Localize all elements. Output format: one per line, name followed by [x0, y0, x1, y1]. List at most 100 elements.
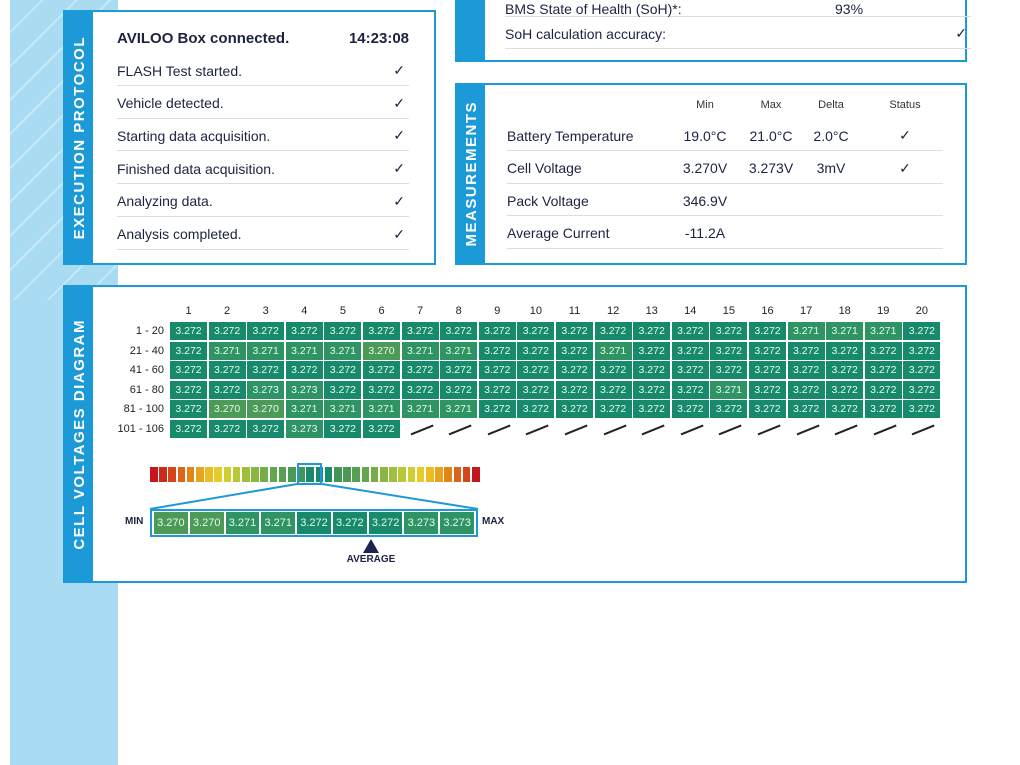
cell-voltage: 3.272	[556, 341, 593, 360]
column-number: 15	[722, 305, 736, 317]
cell-voltage: 3.272	[787, 341, 825, 360]
column-header: Delta	[818, 99, 844, 111]
cell-voltage: 3.270	[247, 400, 285, 419]
cell-voltage: 3.272	[478, 322, 516, 340]
measurement-delta: 2.0°C	[813, 127, 849, 144]
column-number: 20	[915, 305, 929, 317]
gradient-segment	[370, 467, 379, 482]
cell-voltage: 3.272	[478, 361, 516, 380]
cell-voltage: 3.272	[903, 341, 941, 360]
scale-value: 3.272	[297, 512, 331, 534]
column-number: 1	[185, 305, 192, 317]
min-label: MIN	[125, 516, 144, 527]
scale-value: 3.273	[404, 512, 439, 534]
cell-voltage: 3.272	[170, 341, 207, 360]
cell-voltage: 3.272	[517, 322, 555, 340]
soh-accuracy-label: SoH calculation accuracy:	[505, 25, 667, 42]
gradient-segment	[297, 467, 305, 482]
check-icon: ✓	[899, 127, 911, 143]
panel-side-label: EXECUTION PROTOCOL	[65, 12, 93, 263]
measurement-max: 21.0°C	[749, 127, 793, 144]
check-icon: ✓	[393, 225, 405, 242]
protocol-step: Analysis completed. ✓	[117, 220, 409, 250]
cell-voltage: 3.272	[556, 380, 593, 399]
gradient-segment	[232, 467, 241, 482]
step-label: Starting data acquisition.	[117, 127, 271, 144]
column-number: 4	[301, 305, 308, 317]
cell-voltage: 3.272	[556, 322, 593, 340]
column-number: 6	[378, 305, 385, 317]
zoom-highlight	[297, 463, 322, 485]
cell-voltage: 3.273	[247, 380, 285, 399]
cell-voltage: 3.272	[170, 400, 207, 419]
empty-cell-slash	[410, 424, 434, 435]
gradient-segment	[398, 467, 406, 482]
cell-voltage: 3.271	[440, 400, 478, 419]
check-icon: ✓	[393, 160, 405, 177]
cell-voltage: 3.272	[671, 380, 709, 399]
cell-voltage: 3.272	[478, 341, 516, 360]
column-number: 9	[494, 305, 501, 317]
cell-voltage: 3.272	[594, 400, 632, 419]
measurement-row: Average Current -11.2A	[507, 219, 943, 249]
average-marker-icon	[363, 539, 379, 553]
gradient-segment	[462, 467, 471, 482]
protocol-time: 14:23:08	[348, 29, 409, 47]
cell-voltage: 3.272	[749, 400, 786, 419]
cell-voltage: 3.272	[363, 322, 400, 340]
soh-label: BMS State of Health (SoH)*:	[505, 0, 682, 17]
cell-voltage: 3.272	[903, 361, 941, 380]
gradient-segment	[306, 467, 314, 482]
scale-value: 3.271	[261, 512, 296, 534]
gradient-segment	[260, 467, 268, 482]
cell-voltage: 3.271	[324, 341, 362, 360]
soh-row: BMS State of Health (SoH)*: 93%	[505, 1, 971, 17]
column-number: 12	[606, 305, 620, 317]
cell-voltage: 3.272	[517, 400, 555, 419]
cell-voltage: 3.272	[749, 341, 786, 360]
cell-voltages-panel: CELL VOLTAGES DIAGRAM 1 2 3 4 5 6 7 8 9 10 11 12 13 1…	[63, 285, 967, 583]
cell-voltage: 3.272	[324, 380, 362, 399]
gradient-segment	[177, 467, 186, 482]
check-icon: ✓	[393, 62, 405, 78]
measurement-label: Cell Voltage	[507, 160, 582, 176]
cell-voltage: 3.271	[363, 400, 400, 419]
column-number: 18	[838, 305, 851, 317]
cell-voltage: 3.272	[864, 341, 902, 360]
measurement-max: 3.273V	[748, 160, 794, 176]
column-number: 19	[877, 305, 890, 317]
cell-voltage: 3.272	[440, 361, 478, 380]
column-header: Min	[696, 99, 714, 111]
gradient-segment	[278, 467, 287, 482]
scale-value: 3.272	[332, 512, 367, 534]
empty-cell-slash	[564, 424, 588, 435]
cell-voltage: 3.272	[594, 361, 632, 380]
gradient-segment	[315, 467, 324, 482]
empty-cell-slash	[834, 424, 858, 435]
column-number: 8	[455, 305, 462, 317]
empty-cell-slash	[603, 424, 627, 435]
gradient-segment	[159, 467, 167, 482]
measurement-row: Pack Voltage 346.9V	[507, 186, 943, 216]
cell-voltage: 3.271	[285, 400, 323, 419]
cell-voltage: 3.272	[826, 380, 864, 399]
cell-voltage: 3.272	[170, 420, 207, 438]
cell-voltage: 3.272	[208, 380, 246, 399]
column-number: 17	[799, 305, 813, 317]
gradient-segment	[343, 467, 351, 482]
column-number: 3	[262, 305, 269, 317]
check-icon: ✓	[393, 94, 405, 111]
gradient-segment	[324, 467, 333, 482]
protocol-header-text: AVILOO Box connected.	[117, 29, 290, 47]
empty-cell-slash	[796, 424, 820, 435]
cell-voltage: 3.271	[787, 322, 825, 340]
cell-voltage: 3.272	[517, 341, 555, 360]
cell-voltage: 3.272	[478, 400, 516, 419]
protocol-step: Finished data acquisition. ✓	[117, 154, 409, 185]
cell-voltage: 3.272	[671, 341, 709, 360]
cell-voltage: 3.272	[710, 361, 748, 380]
cell-voltage: 3.270	[208, 400, 246, 419]
row-range-label: 1 - 20	[135, 325, 164, 337]
gradient-segment	[416, 467, 425, 482]
cell-voltage: 3.272	[633, 341, 671, 360]
